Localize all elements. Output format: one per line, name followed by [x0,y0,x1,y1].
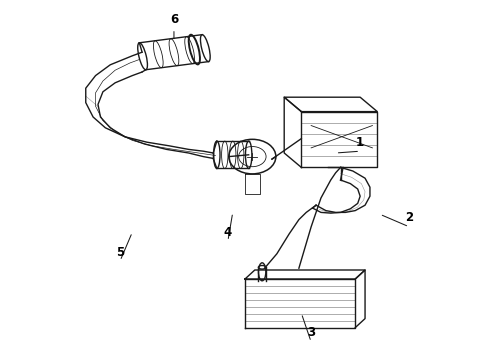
Text: 1: 1 [356,136,364,149]
Text: 6: 6 [170,13,178,26]
Text: 4: 4 [224,226,232,239]
Text: 3: 3 [307,327,315,339]
Text: 2: 2 [405,211,413,224]
Text: 5: 5 [116,246,124,258]
